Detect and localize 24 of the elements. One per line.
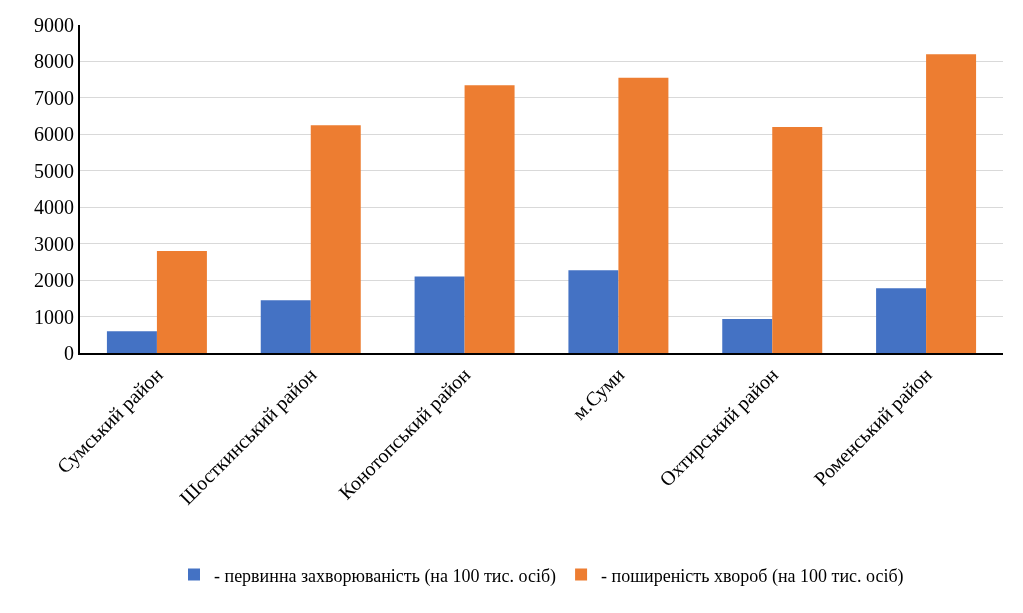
bar [156, 250, 207, 353]
bar [260, 300, 311, 353]
bar [926, 54, 977, 353]
y-tick-label: 1000 [34, 305, 74, 328]
bar [310, 125, 361, 353]
bar [722, 319, 773, 353]
legend-label: - первинна захворюваність (на 100 тис. осіб) [214, 565, 557, 587]
bar [618, 77, 669, 353]
y-tick-label: 7000 [34, 86, 74, 109]
y-tick-label: 8000 [34, 50, 74, 73]
bar [568, 270, 619, 353]
y-tick-label: 4000 [34, 196, 74, 219]
legend-label: - поширеність хвороб (на 100 тис. осіб) [601, 565, 904, 587]
bar [106, 331, 157, 353]
bar [464, 85, 515, 353]
bar [414, 276, 465, 353]
y-tick-label: 3000 [34, 232, 74, 255]
y-tick-label: 6000 [34, 123, 74, 146]
y-tick-label: 0 [64, 342, 74, 364]
y-tick-label: 5000 [34, 159, 74, 182]
y-tick-label: 2000 [34, 269, 74, 292]
y-tick-label: 9000 [34, 14, 74, 36]
bar [876, 288, 927, 353]
bar [772, 127, 823, 353]
